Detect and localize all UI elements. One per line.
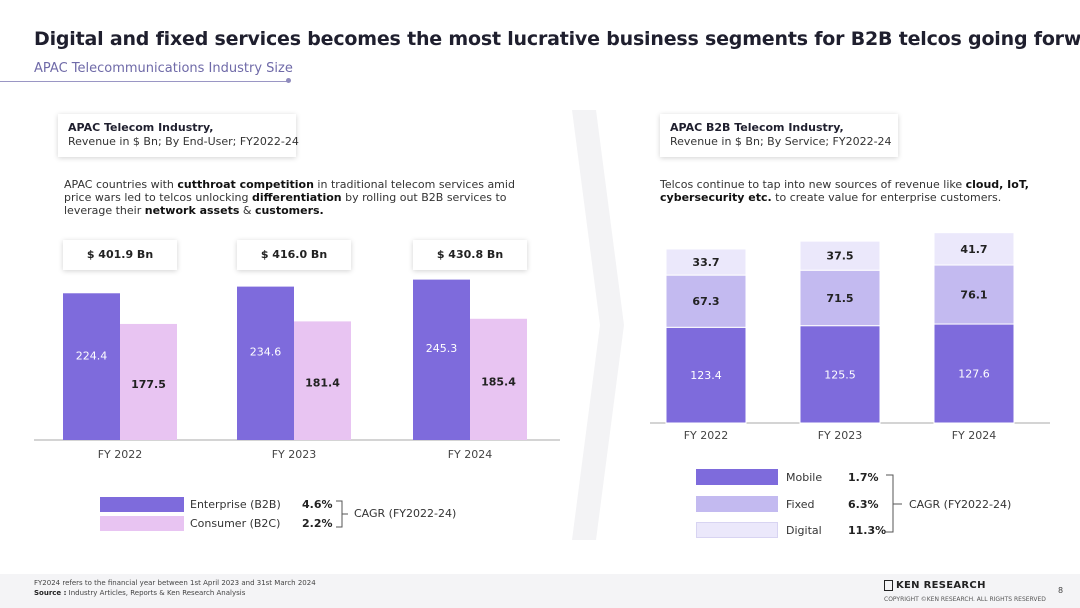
left-box-subtitle: Revenue in $ Bn; By End-User; FY2022-24: [68, 135, 299, 148]
chevron-divider: [572, 110, 624, 540]
data-label: 123.4: [690, 369, 722, 382]
bar-mobile: [933, 323, 1015, 424]
subtitle-underline: [0, 81, 288, 82]
left-description: APAC countries with cutthroat competitio…: [64, 178, 534, 217]
bar-digital: [799, 240, 881, 271]
bar-enterprise: [237, 286, 294, 440]
bar-enterprise: [63, 293, 120, 440]
x-tick-label: FY 2022: [98, 448, 143, 461]
ken-research-logo-icon: [884, 580, 893, 591]
bar-digital: [933, 232, 1015, 266]
data-label: 125.5: [824, 368, 856, 381]
bar-fixed: [665, 274, 747, 328]
bar-enterprise: [413, 279, 470, 440]
legend-label-fixed: Fixed: [786, 498, 815, 511]
left-cagr-label: CAGR (FY2022-24): [354, 507, 457, 520]
bar-fixed: [799, 269, 881, 327]
data-label: 245.3: [426, 342, 458, 355]
source-label: Source :: [34, 589, 67, 597]
legend-swatch-fixed: [696, 496, 778, 512]
copyright: COPYRIGHT ©KEN RESEARCH. ALL RIGHTS RESE…: [884, 596, 1046, 603]
bar-mobile: [665, 326, 747, 424]
total-badge: $ 430.8 Bn: [413, 240, 527, 270]
legend-cagr-mobile: 1.7%: [848, 471, 879, 484]
left-box-title: APAC Telecom Industry,: [68, 121, 214, 134]
right-cagr-bracket: [886, 474, 902, 533]
left-bar-chart: 224.4 177.5 FY 2022 234.6 181.4 FY 2023 245.3 1…: [34, 279, 560, 461]
right-box-subtitle: Revenue in $ Bn; By Service; FY2022-24: [670, 135, 892, 148]
footer-note: FY2024 refers to the financial year betw…: [34, 579, 316, 587]
right-info-box: APAC B2B Telecom Industry, Revenue in $ …: [660, 114, 898, 157]
left-cagr-bracket: [336, 500, 348, 528]
bar-digital: [665, 248, 747, 276]
legend-swatch-digital: [696, 522, 778, 538]
legend-label-enterprise: Enterprise (B2B): [190, 498, 281, 511]
legend-cagr-enterprise: 4.6%: [302, 498, 333, 511]
legend-swatch-enterprise: [100, 497, 184, 512]
total-badge: $ 416.0 Bn: [237, 240, 351, 270]
left-desc-bold: differentiation: [252, 191, 342, 204]
left-desc-bold: network assets: [144, 204, 240, 217]
right-description: Telcos continue to tap into new sources …: [660, 178, 1030, 204]
legend-cagr-digital: 11.3%: [848, 524, 887, 537]
data-label: 185.4: [481, 375, 516, 388]
total-badge: $ 401.9 Bn: [63, 240, 177, 270]
data-label: 37.5: [826, 250, 853, 263]
footer-bar: [0, 574, 1080, 608]
footer-source: Source : Industry Articles, Reports & Ke…: [34, 589, 245, 597]
legend-label-consumer: Consumer (B2C): [190, 517, 281, 530]
data-label: 76.1: [960, 289, 987, 302]
legend-cagr-fixed: 6.3%: [848, 498, 879, 511]
right-desc-bold: cloud, IoT, cybersecurity etc.: [660, 178, 1029, 204]
right-box-title: APAC B2B Telecom Industry,: [670, 121, 844, 134]
bar-consumer: [470, 318, 527, 440]
x-tick-label: FY 2022: [684, 429, 729, 442]
data-label: 234.6: [250, 346, 282, 359]
data-label: 177.5: [131, 378, 166, 391]
data-label: 224.4: [76, 349, 108, 362]
data-label: 67.3: [692, 295, 719, 308]
x-tick-label: FY 2024: [952, 429, 997, 442]
legend-swatch-mobile: [696, 469, 778, 485]
left-desc-bold: customers.: [254, 204, 324, 217]
right-stacked-bar-chart: 123.4 67.3 33.7 FY 2022 125.5 71.5 37.5 FY 2023…: [650, 232, 1050, 442]
page-number: 8: [1058, 586, 1064, 595]
legend-label-digital: Digital: [786, 524, 822, 537]
data-label: 41.7: [960, 243, 987, 256]
ken-research-logo: KEN RESEARCH: [896, 580, 986, 591]
legend-cagr-consumer: 2.2%: [302, 517, 333, 530]
bar-fixed: [933, 264, 1015, 325]
legend-label-mobile: Mobile: [786, 471, 823, 484]
left-desc-bold: cutthroat competition: [177, 178, 314, 191]
right-desc-text: Telcos continue to tap into new sources …: [660, 178, 966, 191]
data-label: 33.7: [692, 256, 719, 269]
legend-swatch-consumer: [100, 516, 184, 531]
left-info-box: APAC Telecom Industry, Revenue in $ Bn; …: [58, 114, 299, 157]
right-desc-text: to create value for enterprise customers…: [771, 191, 1002, 204]
x-tick-label: FY 2024: [448, 448, 493, 461]
data-label: 127.6: [958, 368, 990, 381]
source-text: Industry Articles, Reports & Ken Researc…: [66, 589, 246, 597]
left-desc-text: in traditional telecom services amid pri…: [64, 178, 515, 204]
data-label: 181.4: [305, 377, 340, 390]
bar-consumer: [120, 323, 177, 440]
x-tick-label: FY 2023: [818, 429, 863, 442]
subtitle-underline-dot: [286, 78, 291, 83]
left-desc-text: by rolling out B2B services to leverage …: [64, 191, 507, 217]
bar-consumer: [294, 321, 351, 440]
left-desc-text: &: [239, 204, 255, 217]
page-title: Digital and fixed services becomes the m…: [34, 28, 1080, 50]
page-subtitle: APAC Telecommunications Industry Size: [34, 61, 293, 76]
left-desc-text: APAC countries with: [64, 178, 178, 191]
right-cagr-label: CAGR (FY2022-24): [909, 498, 1012, 511]
data-label: 71.5: [826, 292, 853, 305]
x-tick-label: FY 2023: [272, 448, 317, 461]
